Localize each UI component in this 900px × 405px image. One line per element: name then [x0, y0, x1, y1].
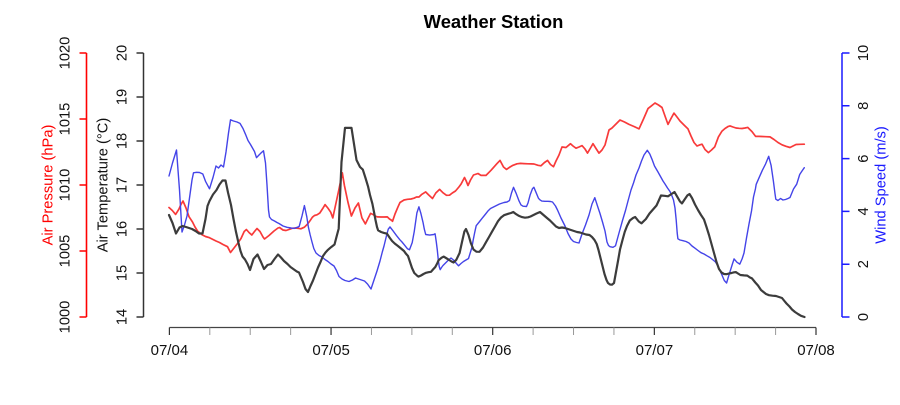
svg-text:14: 14: [115, 309, 131, 325]
svg-text:15: 15: [115, 265, 131, 281]
svg-text:16: 16: [115, 221, 131, 237]
svg-text:17: 17: [115, 177, 131, 193]
svg-text:18: 18: [115, 133, 131, 149]
svg-text:Air Pressure (hPa): Air Pressure (hPa): [41, 125, 57, 246]
svg-text:10: 10: [856, 45, 872, 61]
svg-text:1000: 1000: [58, 301, 74, 334]
svg-text:1005: 1005: [58, 235, 74, 268]
svg-text:07/08: 07/08: [797, 342, 835, 359]
svg-text:1020: 1020: [58, 37, 74, 70]
svg-text:07/04: 07/04: [151, 342, 189, 359]
svg-text:4: 4: [856, 207, 872, 215]
svg-text:19: 19: [115, 89, 131, 105]
svg-text:Air Temperature (°C): Air Temperature (°C): [96, 118, 112, 253]
svg-text:07/05: 07/05: [312, 342, 350, 359]
svg-text:Wind Speed (m/s): Wind Speed (m/s): [874, 126, 890, 244]
svg-text:07/06: 07/06: [474, 342, 512, 359]
svg-text:2: 2: [856, 260, 872, 268]
svg-text:0: 0: [856, 313, 872, 321]
svg-text:Weather Station: Weather Station: [424, 11, 564, 32]
svg-text:07/07: 07/07: [636, 342, 674, 359]
svg-text:1015: 1015: [58, 103, 74, 136]
svg-text:1010: 1010: [58, 169, 74, 202]
svg-text:8: 8: [856, 102, 872, 110]
svg-text:20: 20: [115, 45, 131, 61]
svg-text:6: 6: [856, 155, 872, 163]
